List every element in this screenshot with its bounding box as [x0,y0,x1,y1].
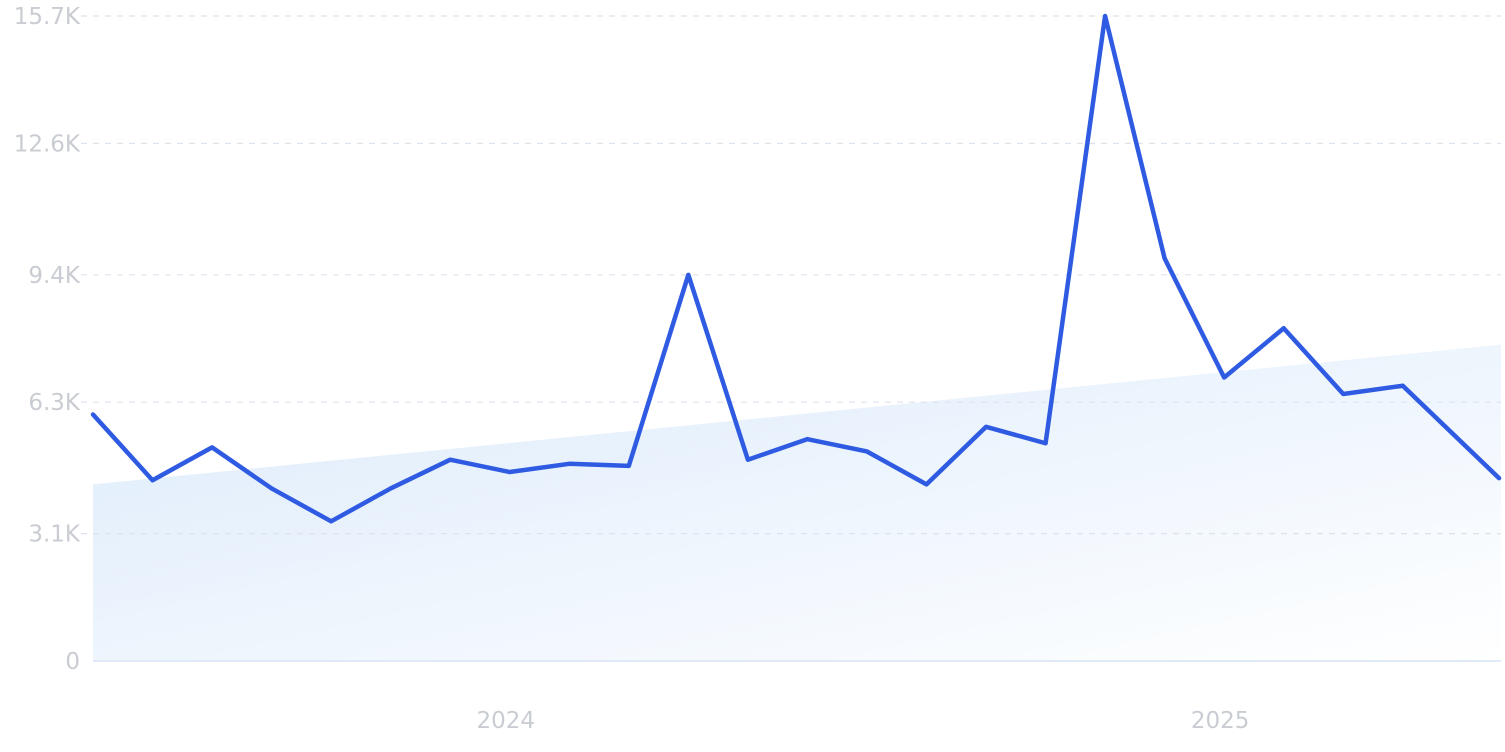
y-tick-label: 12.6K [14,131,81,157]
y-tick-label: 15.7K [14,4,81,30]
gridlines [81,15,1501,662]
y-tick-label: 0 [65,649,80,675]
y-tick-label: 9.4K [28,263,81,289]
x-tick-label: 2024 [476,708,535,734]
series-line [90,13,1502,524]
y-tick-label: 6.3K [28,390,81,416]
x-axis-labels: 2024 2025 [476,708,1249,734]
series-line-layer [90,13,1502,524]
trend-area-layer [93,344,1501,661]
trend-area [93,344,1501,661]
y-axis-labels: 0 3.1K 6.3K 9.4K 12.6K 15.7K [14,4,81,675]
x-tick-label: 2025 [1191,708,1250,734]
y-tick-label: 3.1K [28,522,81,548]
